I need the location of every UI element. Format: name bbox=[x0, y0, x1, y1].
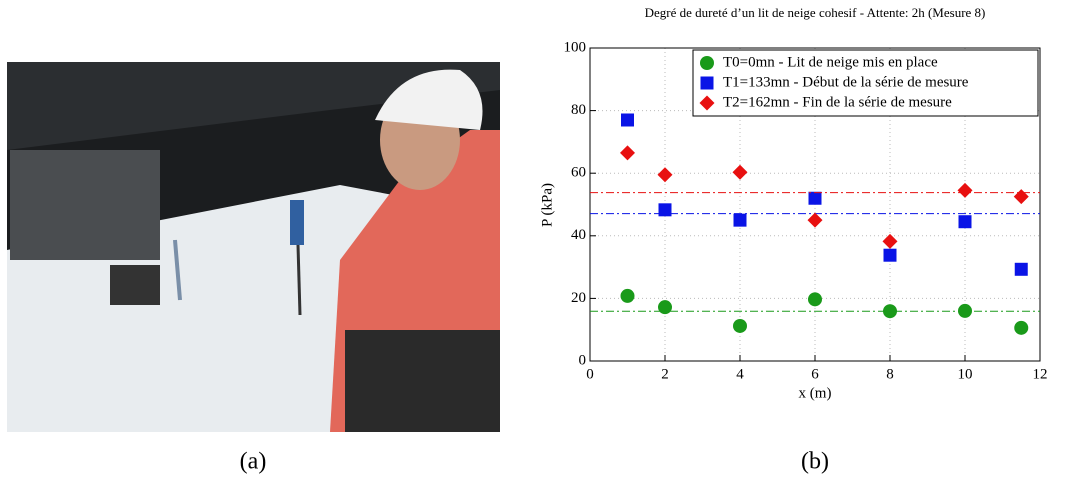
caption: (a) bbox=[240, 449, 267, 475]
point bbox=[658, 300, 672, 315]
point bbox=[732, 164, 748, 180]
point bbox=[1014, 320, 1029, 335]
point bbox=[808, 292, 822, 307]
point bbox=[733, 213, 747, 227]
point bbox=[883, 248, 897, 262]
x-axis-label: x (m) bbox=[799, 385, 832, 401]
point bbox=[958, 215, 972, 229]
x-tick-label: 8 bbox=[886, 366, 894, 382]
chart-title: Degré de dureté d’un lit de neige cohesi… bbox=[645, 5, 986, 20]
point bbox=[620, 288, 635, 303]
point bbox=[658, 203, 672, 217]
y-tick-label: 80 bbox=[571, 102, 586, 118]
x-tick-label: 0 bbox=[586, 366, 594, 382]
legend-box bbox=[692, 49, 1039, 117]
point bbox=[957, 182, 973, 198]
point bbox=[1014, 262, 1028, 276]
y-tick-label: 100 bbox=[564, 39, 587, 55]
point bbox=[621, 113, 634, 127]
legend-label: T1=133mn - Début de la série de mesure bbox=[723, 74, 969, 90]
plot-frame bbox=[589, 47, 1041, 362]
point bbox=[958, 303, 972, 318]
legend-label: T0=0mn - Lit de neige mis en place bbox=[723, 54, 938, 70]
point bbox=[808, 191, 822, 205]
legend-label: T2=162mn - Fin de la série de mesure bbox=[723, 94, 952, 110]
legend-marker bbox=[699, 95, 715, 111]
point bbox=[883, 304, 897, 319]
x-tick-label: 4 bbox=[736, 366, 744, 382]
y-tick-label: 40 bbox=[571, 227, 586, 243]
x-tick-label: 2 bbox=[661, 366, 669, 382]
point bbox=[807, 212, 823, 228]
legend-marker bbox=[700, 56, 714, 70]
caption: (b) bbox=[801, 449, 829, 475]
y-tick-label: 20 bbox=[571, 290, 586, 306]
point bbox=[733, 318, 747, 333]
point bbox=[882, 233, 898, 249]
y-axis-label: P (kPa) bbox=[539, 183, 555, 227]
point bbox=[620, 145, 635, 161]
x-tick-label: 6 bbox=[811, 366, 819, 382]
y-tick-label: 0 bbox=[579, 352, 587, 368]
x-tick-label: 12 bbox=[1033, 366, 1048, 382]
point bbox=[1013, 189, 1029, 205]
y-tick-label: 60 bbox=[571, 165, 586, 181]
legend-marker bbox=[700, 76, 714, 90]
point bbox=[657, 167, 673, 183]
x-tick-label: 10 bbox=[958, 366, 973, 382]
photo bbox=[7, 62, 500, 432]
